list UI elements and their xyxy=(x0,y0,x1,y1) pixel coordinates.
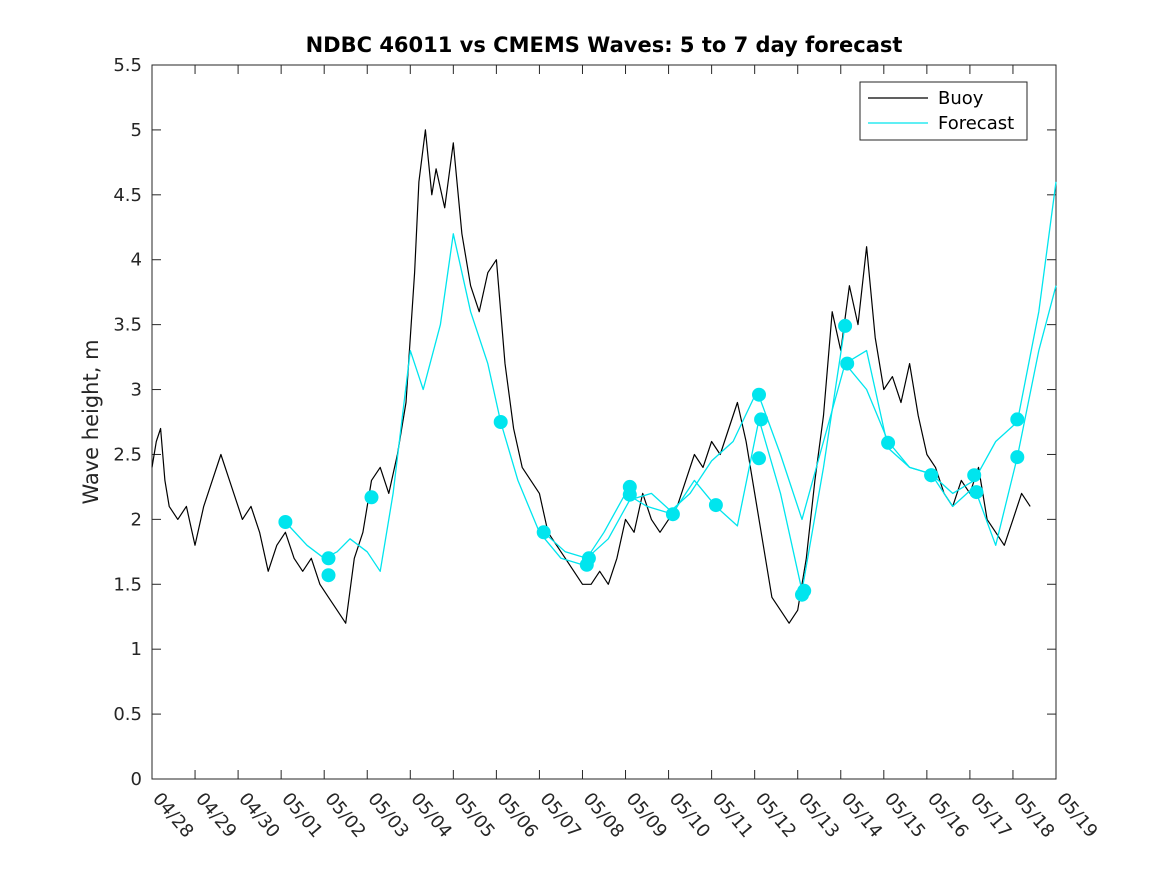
forecast-marker xyxy=(321,568,336,583)
plot-area xyxy=(151,64,1057,780)
forecast-marker xyxy=(924,468,939,483)
forecast-marker xyxy=(1010,412,1025,427)
y-tick-label: 1.5 xyxy=(113,574,142,595)
y-tick-label: 4.5 xyxy=(113,185,142,206)
forecast-marker xyxy=(581,551,596,566)
y-axis-label: Wave height, m xyxy=(79,339,103,504)
forecast-marker xyxy=(708,498,723,513)
forecast-markers xyxy=(278,318,1025,602)
forecast-marker xyxy=(838,318,853,333)
y-tick-label: 1 xyxy=(131,639,142,660)
forecast-marker xyxy=(622,487,637,502)
forecast-marker xyxy=(967,468,982,483)
y-tick-label: 5.5 xyxy=(113,55,142,76)
forecast-marker xyxy=(752,387,766,402)
legend-box xyxy=(859,81,1028,141)
y-tick-label: 0 xyxy=(131,769,142,790)
forecast-marker xyxy=(364,490,379,505)
forecast-marker xyxy=(493,415,508,429)
forecast-marker xyxy=(797,583,812,598)
forecast-marker xyxy=(665,507,680,522)
forecast-marker xyxy=(278,515,293,529)
forecast-marker xyxy=(321,551,336,566)
legend-buoy-label: Buoy xyxy=(938,88,984,109)
forecast-marker xyxy=(840,356,855,371)
chart-title: NDBC 46011 vs CMEMS Waves: 5 to 7 day fo… xyxy=(306,33,903,57)
y-tick-label: 2 xyxy=(131,509,142,530)
forecast-marker xyxy=(754,412,769,427)
legend: Buoy Forecast xyxy=(859,81,1028,141)
forecast-marker xyxy=(969,485,984,500)
forecast-series-line xyxy=(844,285,1057,546)
buoy-series-line xyxy=(151,129,1031,624)
y-tick-label: 4 xyxy=(131,250,142,271)
legend-forecast-label: Forecast xyxy=(938,113,1014,134)
y-tick-label: 2.5 xyxy=(113,444,142,465)
y-tick-label: 3 xyxy=(131,380,142,401)
y-tick-label: 3.5 xyxy=(113,315,142,336)
y-axis: 0 0.5 1 1.5 2 2.5 3 3.5 4 4.5 5 5.5 xyxy=(113,55,1056,790)
y-tick-label: 5 xyxy=(131,120,142,141)
forecast-marker xyxy=(881,435,896,450)
forecast-marker xyxy=(752,451,766,466)
forecast-series-line xyxy=(543,324,846,592)
forecast-marker xyxy=(536,525,551,540)
y-tick-label: 0.5 xyxy=(113,704,142,725)
forecast-marker xyxy=(1010,450,1025,465)
